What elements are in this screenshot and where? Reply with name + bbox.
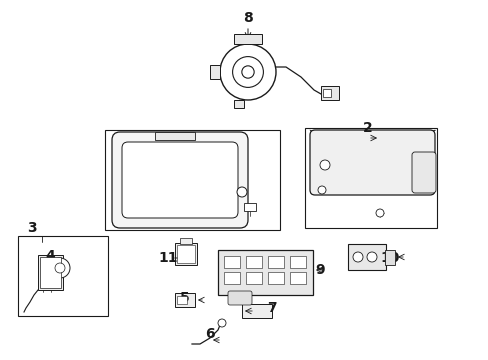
FancyBboxPatch shape (112, 132, 247, 228)
Circle shape (317, 186, 325, 194)
Circle shape (220, 44, 275, 100)
Text: 5: 5 (180, 291, 189, 305)
Circle shape (352, 252, 362, 262)
Bar (242, 304, 271, 318)
Bar (177, 296, 186, 304)
FancyBboxPatch shape (411, 152, 435, 193)
Bar (18, 236, 108, 316)
Bar (244, 203, 256, 211)
Text: 11: 11 (158, 251, 177, 265)
Bar (305, 128, 436, 228)
Bar (289, 256, 305, 268)
Text: 6: 6 (205, 327, 214, 341)
Bar (40, 257, 61, 288)
Circle shape (237, 187, 246, 197)
Bar (245, 256, 262, 268)
Circle shape (232, 57, 263, 87)
Bar (234, 100, 244, 108)
Text: 7: 7 (266, 301, 276, 315)
Circle shape (50, 258, 70, 278)
FancyBboxPatch shape (122, 142, 238, 218)
FancyBboxPatch shape (227, 291, 251, 305)
Bar (234, 34, 262, 44)
Circle shape (242, 66, 254, 78)
Bar (289, 272, 305, 284)
Bar (224, 256, 240, 268)
Bar (38, 255, 63, 290)
Text: H: H (177, 174, 192, 190)
Bar (267, 272, 284, 284)
Circle shape (366, 252, 376, 262)
Text: 2: 2 (363, 121, 372, 135)
Bar (175, 243, 197, 265)
Text: 8: 8 (243, 11, 252, 25)
Text: 4: 4 (45, 249, 55, 263)
Bar (175, 293, 195, 307)
Text: 9: 9 (315, 263, 324, 277)
Text: 3: 3 (27, 221, 37, 235)
Bar (245, 272, 262, 284)
Bar (105, 130, 280, 230)
Bar (384, 250, 394, 265)
Bar (320, 86, 338, 100)
Circle shape (319, 160, 329, 170)
Circle shape (218, 319, 225, 327)
Bar (155, 132, 195, 140)
Text: 1: 1 (143, 141, 153, 155)
Bar (177, 245, 195, 263)
Circle shape (55, 263, 65, 273)
Bar (323, 89, 330, 97)
Bar (218, 250, 312, 295)
Bar (347, 244, 385, 270)
Bar (224, 272, 240, 284)
FancyBboxPatch shape (309, 130, 434, 195)
Bar (209, 65, 220, 79)
Bar (267, 256, 284, 268)
Text: 10: 10 (380, 251, 399, 265)
Circle shape (375, 209, 383, 217)
Bar (180, 238, 192, 244)
